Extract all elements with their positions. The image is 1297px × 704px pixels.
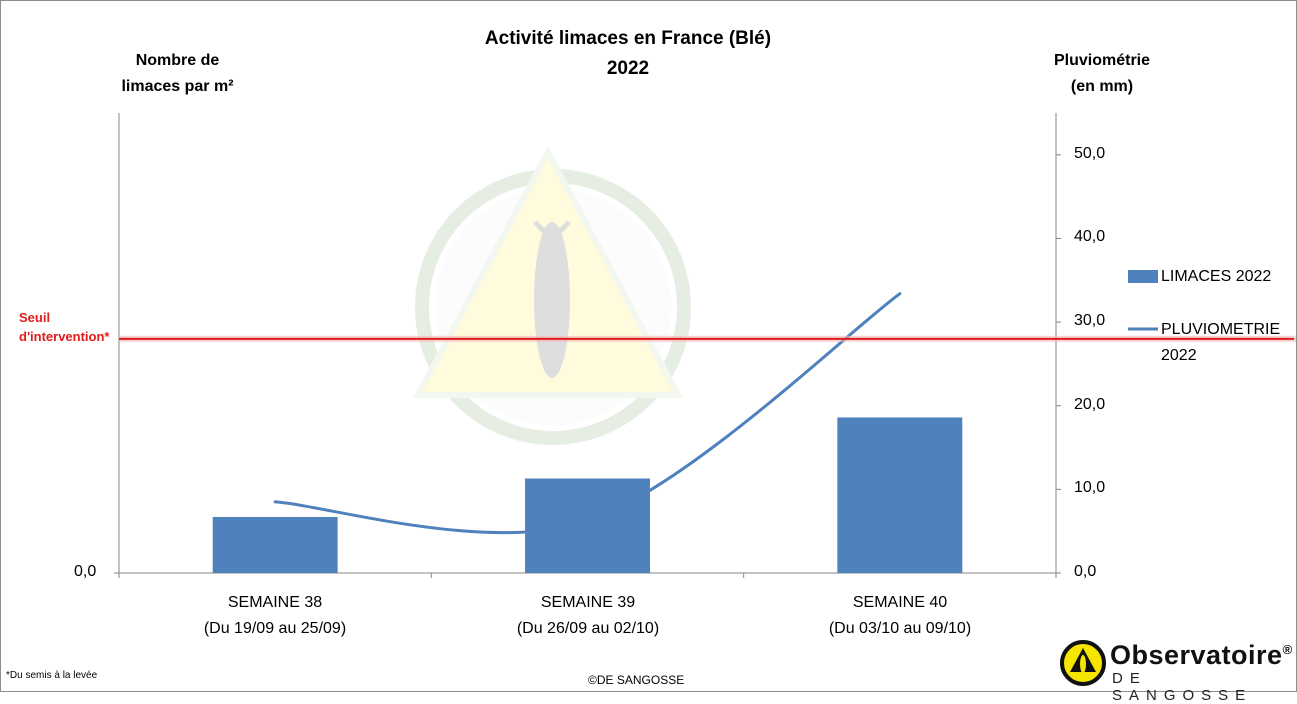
line-series: [273, 292, 902, 535]
logo-name-text: Observatoire: [1110, 640, 1283, 670]
legend-label-line2: 2022: [1161, 347, 1197, 364]
legend-label-line1: PLUVIOMETRIE: [1161, 321, 1281, 338]
left-axis-title-line2: limaces par m²: [121, 78, 234, 95]
category-label-line1: SEMAINE 40: [852, 594, 948, 611]
bar: [212, 516, 338, 573]
category-label: SEMAINE 40 (Du 03/10 au 09/10): [785, 590, 1015, 642]
threshold-line-group: [119, 335, 1296, 342]
bar-series: [212, 417, 963, 573]
right-tick-label: 40,0: [1074, 228, 1106, 246]
right-tick-label: 50,0: [1074, 144, 1106, 162]
threshold-label-line2: d'intervention*: [19, 329, 110, 344]
copyright: ©DE SANGOSSE: [588, 673, 685, 687]
category-label: SEMAINE 38 (Du 19/09 au 25/09): [160, 590, 390, 642]
logo-registered-mark: ®: [1282, 642, 1293, 657]
logo-name: Observatoire®: [1110, 640, 1293, 671]
logo-subtitle: DE SANGOSSE: [1112, 670, 1253, 704]
left-tick-label: 0,0: [74, 563, 97, 580]
logo-mark: [1060, 640, 1106, 686]
chart-subtitle: 2022: [606, 58, 650, 79]
legend-label-limaces: LIMACES 2022: [1161, 268, 1272, 285]
category-label-line2: (Du 03/10 au 09/10): [828, 620, 972, 637]
legend-swatch-limaces: [1128, 270, 1158, 283]
bar: [525, 478, 650, 573]
right-axis-title-line2: (en mm): [1070, 78, 1134, 95]
category-label-line1: SEMAINE 38: [227, 594, 323, 611]
footnote-star: *: [6, 670, 10, 681]
right-tick-label: 0,0: [1074, 563, 1097, 580]
category-label-line1: SEMAINE 39: [540, 594, 636, 611]
category-label-line2: (Du 19/09 au 25/09): [203, 620, 347, 637]
footnote-text: Du semis à la levée: [9, 670, 98, 681]
threshold-label-line1: Seuil: [19, 310, 51, 325]
threshold-label: Seuil d'intervention*: [19, 308, 110, 346]
left-axis-title-line1: Nombre de: [135, 52, 220, 69]
category-label: SEMAINE 39 (Du 26/09 au 02/10): [473, 590, 703, 642]
category-label-line2: (Du 26/09 au 02/10): [516, 620, 660, 637]
right-tick-label: 30,0: [1074, 312, 1106, 330]
footnote: *Du semis à la levée: [6, 670, 97, 681]
watermark-logo: [412, 145, 691, 445]
legend-label-pluviometrie: PLUVIOMETRIE 2022: [1161, 317, 1280, 369]
legend-marks: [1128, 270, 1158, 331]
right-tick-label: 20,0: [1074, 395, 1106, 413]
chart-title: Activité limaces en France (Blé): [484, 28, 772, 49]
right-axis-title: Pluviométrie (en mm): [1032, 48, 1172, 100]
left-axis-title: Nombre de limaces par m²: [100, 48, 255, 100]
bar: [837, 417, 963, 573]
pluviometrie-line: [273, 292, 902, 535]
right-tick-label: 10,0: [1074, 479, 1106, 497]
right-axis-title-line1: Pluviométrie: [1053, 52, 1151, 69]
